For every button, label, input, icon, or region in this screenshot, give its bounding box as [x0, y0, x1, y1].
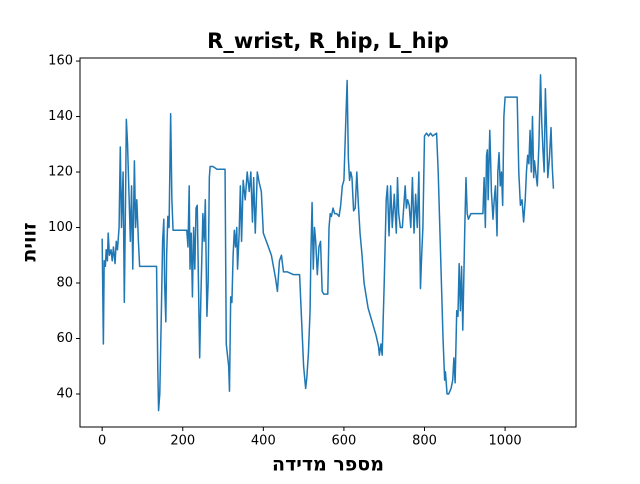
data-line [101, 74, 555, 412]
x-tick-label: 1000 [489, 434, 522, 449]
y-tick-label: 60 [56, 331, 73, 346]
x-tick-label: 800 [412, 434, 437, 449]
y-tick-label: 160 [48, 54, 73, 69]
y-axis-label: זווית [19, 222, 41, 261]
y-tick-label: 140 [48, 109, 73, 124]
x-axis-label: מספר מדידה [272, 454, 384, 476]
chart-title: R_wrist, R_hip, L_hip [207, 29, 449, 53]
x-tick-label: 0 [98, 434, 106, 449]
x-tick-label: 400 [251, 434, 276, 449]
y-tick-label: 40 [56, 386, 73, 401]
y-tick-label: 120 [48, 165, 73, 180]
plot-frame [79, 57, 577, 428]
y-tick-label: 80 [56, 276, 73, 291]
x-tick-label: 200 [170, 434, 195, 449]
y-tick-label: 100 [48, 220, 73, 235]
x-tick-label: 600 [332, 434, 357, 449]
